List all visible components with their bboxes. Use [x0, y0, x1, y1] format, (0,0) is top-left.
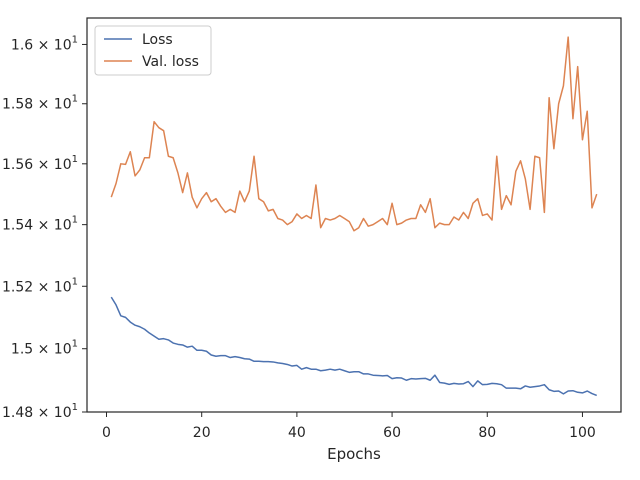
y-tick-label: 1.54 × 101 — [2, 215, 78, 234]
y-tick-label: 1.56 × 101 — [2, 154, 78, 173]
x-tick-label: 40 — [288, 425, 306, 441]
x-tick-label: 20 — [193, 425, 211, 441]
series-layer — [110, 36, 598, 397]
y-tick-label: 1.52 × 101 — [2, 276, 78, 295]
x-tick-label: 0 — [102, 425, 111, 441]
y-tick-label: 1.48 × 101 — [2, 402, 78, 421]
x-axis-label: Epochs — [327, 445, 381, 463]
y-tick-label: 1.5 × 101 — [11, 339, 78, 358]
x-tick-label: 100 — [569, 425, 596, 441]
x-tick-label: 60 — [383, 425, 401, 441]
y-axis: 1.48 × 101 1.5 × 101 1.52 × 101 1.54 × 101 1… — [2, 34, 87, 421]
y-tick-label: 1.58 × 101 — [2, 94, 78, 113]
legend-label: Val. loss — [142, 54, 199, 70]
series-line-loss — [110, 296, 598, 397]
series-line-val-loss — [110, 36, 598, 232]
plot-frame — [86, 17, 622, 413]
x-axis: 0 20 40 60 80 100 — [102, 412, 596, 441]
legend-label: Loss — [142, 32, 173, 48]
legend: Loss Val. loss — [94, 25, 212, 76]
y-tick-label: 1.6 × 101 — [11, 34, 78, 53]
x-tick-label: 80 — [478, 425, 496, 441]
